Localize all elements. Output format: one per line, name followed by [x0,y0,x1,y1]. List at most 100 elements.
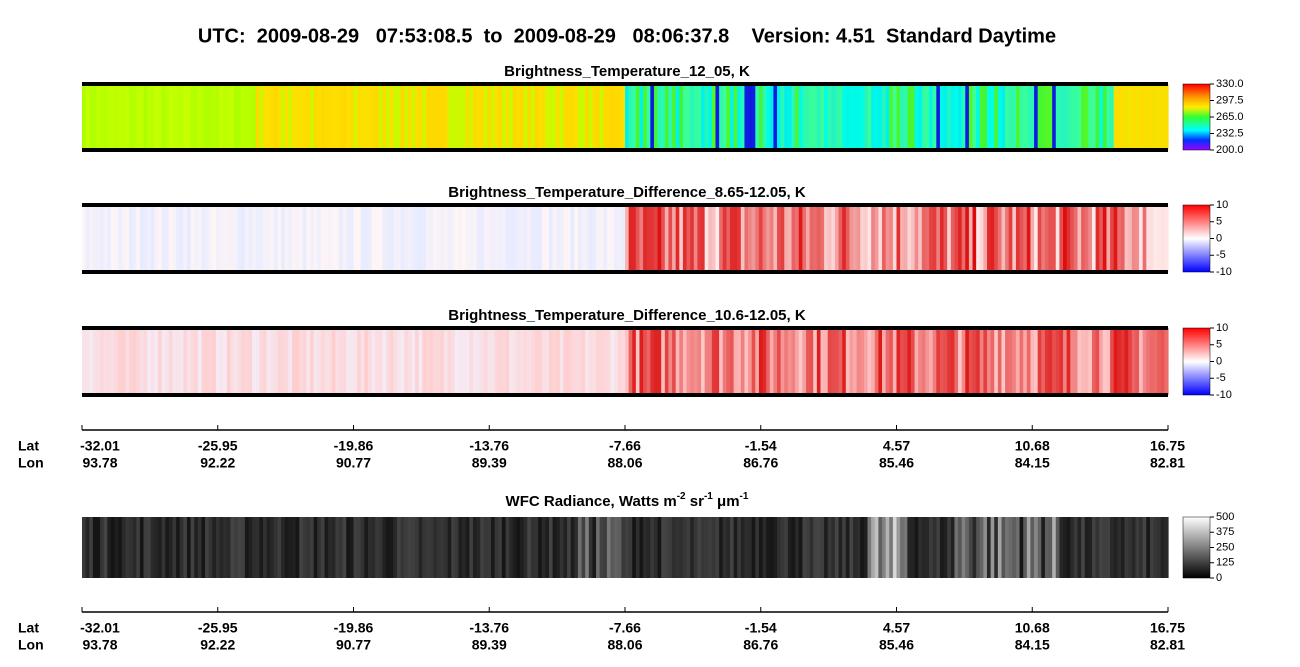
pixel-column [668,205,673,272]
pixel-column [965,328,970,395]
pixel-column [407,205,413,272]
pixel-column [161,84,166,150]
pixel-column [900,205,905,272]
pixel-column [215,328,221,395]
pixel-column [722,517,727,578]
pixel-column [621,205,626,272]
colorbar-label: 232.5 [1216,127,1244,139]
pixel-column [968,517,974,578]
pixel-column [664,84,670,150]
pixel-column [367,84,373,150]
pixel-column [541,205,546,272]
pixel-column [252,328,257,395]
pixel-column [798,84,803,150]
pixel-column [147,517,152,578]
pixel-column [892,84,898,150]
pixel-column [1077,517,1082,578]
pixel-column [219,84,224,150]
pixel-column [668,328,673,395]
pixel-column [646,205,651,272]
pixel-column [324,328,329,395]
pixel-column [110,84,116,150]
pixel-column [494,517,499,578]
pixel-column [425,517,431,578]
pixel-column [921,328,927,395]
pixel-column [509,84,514,150]
pixel-column [1139,328,1144,395]
pixel-column [755,205,760,272]
colorbar-label: 0 [1216,232,1222,244]
pixel-column [711,517,717,578]
pixel-column [697,84,702,150]
pixel-column [234,328,239,395]
pixel-column [132,517,137,578]
pixel-column [454,205,460,272]
pixel-column [118,84,123,150]
pixel-column [310,517,315,578]
pixel-column [610,205,615,272]
axis-label: Lon [18,637,44,653]
pixel-column [512,84,517,150]
pixel-column [248,205,253,272]
pixel-column [237,205,242,272]
pixel-column [1026,84,1032,150]
pixel-column [121,205,127,272]
lat-label: -19.86 [334,620,374,636]
pixel-column [418,517,423,578]
pixel-column [523,205,528,272]
pixel-column [291,517,297,578]
pixel-column [708,205,713,272]
pixel-column [744,84,749,150]
pixel-column [722,205,727,272]
pixel-column [947,205,952,272]
pixel-column [364,205,369,272]
pixel-column [541,84,546,150]
pixel-column [726,205,731,272]
pixel-column [302,517,308,578]
pixel-column [353,517,358,578]
pixel-column [161,328,166,395]
axis-label: Lat [18,620,39,636]
pixel-column [556,328,561,395]
pixel-column [277,205,282,272]
pixel-column [1088,84,1093,150]
pixel-column [483,328,489,395]
pixel-column [266,517,271,578]
pixel-column [121,328,127,395]
pixel-column [118,517,123,578]
pixel-column [936,517,941,578]
pixel-column [194,517,199,578]
pixel-column [1113,328,1118,395]
pixel-column [856,84,861,150]
pixel-column [965,84,970,150]
pixel-column [574,517,579,578]
pixel-column [1160,205,1165,272]
pixel-column [585,84,590,150]
pixel-column [1106,328,1111,395]
pixel-column [386,205,391,272]
colorbar-label: 265.0 [1216,111,1244,123]
pixel-column [451,205,456,272]
pixel-column [860,517,865,578]
pixel-column [1044,328,1050,395]
pixel-column [107,328,112,395]
pixel-column [617,84,622,150]
pixel-column [447,84,452,150]
pixel-column [422,517,427,578]
pixel-column [404,205,409,272]
pixel-column [921,517,927,578]
pixel-column [570,328,575,395]
pixel-column [498,517,503,578]
pixel-column [625,517,630,578]
pixel-column [653,328,659,395]
pixel-column [208,328,213,395]
pixel-column [100,517,105,578]
pixel-column [740,328,746,395]
pixel-column [299,328,304,395]
colorbar-label: 0 [1216,355,1222,367]
lon-label: 88.06 [607,455,642,471]
pixel-column [990,328,995,395]
pixel-column [1019,328,1024,395]
pixel-column [501,84,507,150]
pixel-column [483,205,489,272]
